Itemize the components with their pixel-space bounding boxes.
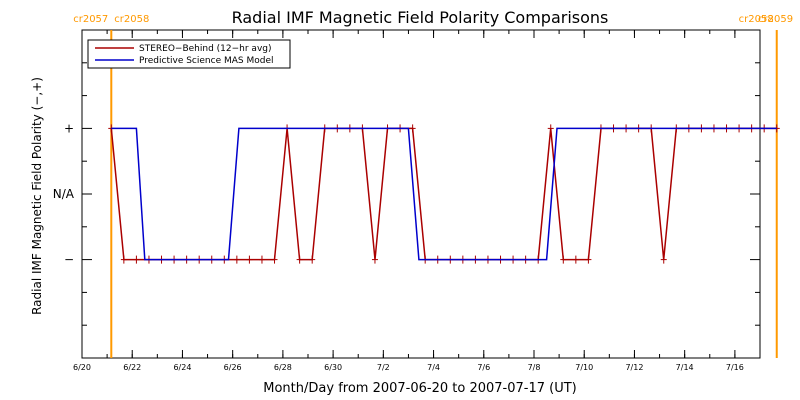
y-axis-ticks: + N/A − [53, 62, 760, 326]
stereo-behind-point [120, 255, 127, 264]
x-tick-label: 7/4 [427, 363, 440, 372]
legend: STEREO−Behind (12−hr avg) Predictive Sci… [87, 39, 291, 69]
chart-title: Radial IMF Magnetic Field Polarity Compa… [232, 8, 609, 27]
x-tick-label: 7/6 [477, 363, 490, 372]
x-tick-label: 7/8 [528, 363, 541, 372]
x-tick-label: 6/22 [123, 363, 141, 372]
x-tick-label: 6/28 [274, 363, 292, 372]
y-tick-label: − [64, 253, 74, 267]
x-tick-label: 6/26 [224, 363, 242, 372]
y-tick-label: + [64, 121, 74, 135]
stereo-behind-point [271, 255, 278, 264]
mas-model-line [111, 127, 777, 261]
legend-label-stereo: STEREO−Behind (12−hr avg) [139, 44, 272, 54]
x-tick-label: 7/2 [377, 363, 390, 372]
x-tick-label: 6/20 [73, 363, 91, 372]
y-tick-label: N/A [53, 187, 75, 201]
x-tick-label: 7/16 [726, 363, 744, 372]
x-tick-label: 7/10 [575, 363, 593, 372]
legend-label-mas-model: Predictive Science MAS Model [139, 56, 274, 66]
y-axis-label: Radial IMF Magnetic Field Polarity (−,+) [30, 77, 44, 315]
x-tick-label: 6/30 [324, 363, 342, 372]
plot-area [81, 29, 761, 359]
carrington-label-before: cr2058 [739, 14, 774, 25]
stereo-behind-point [660, 255, 667, 264]
carrington-label-before: cr2057 [73, 14, 108, 25]
stereo-behind-point [233, 255, 240, 264]
series-layer [108, 124, 780, 264]
x-axis-ticks: 6/20 6/22 6/24 6/26 6/28 6/30 7/2 7/4 7/6 7/8 7/10… [73, 30, 761, 372]
stereo-behind-point [258, 255, 265, 264]
stereo-behind-point [133, 255, 140, 264]
stereo-behind-point [371, 255, 378, 264]
stereo-behind-point [572, 255, 579, 264]
x-tick-label: 6/24 [173, 363, 191, 372]
legend-box [87, 39, 291, 69]
stereo-behind-point [296, 255, 303, 264]
stereo-behind-point [309, 255, 316, 264]
carrington-label-after: cr2059 [758, 14, 793, 25]
stereo-behind-point [560, 255, 567, 264]
stereo-behind-point [409, 124, 416, 133]
x-tick-label: 7/14 [676, 363, 694, 372]
stereo-behind-point [547, 124, 554, 133]
x-tick-label: 7/12 [625, 363, 643, 372]
x-axis-label: Month/Day from 2007-06-20 to 2007-07-17 … [263, 381, 576, 396]
stereo-behind-point [246, 255, 253, 264]
stereo-behind-point [585, 255, 592, 264]
carrington-label-after: cr2058 [114, 14, 149, 25]
